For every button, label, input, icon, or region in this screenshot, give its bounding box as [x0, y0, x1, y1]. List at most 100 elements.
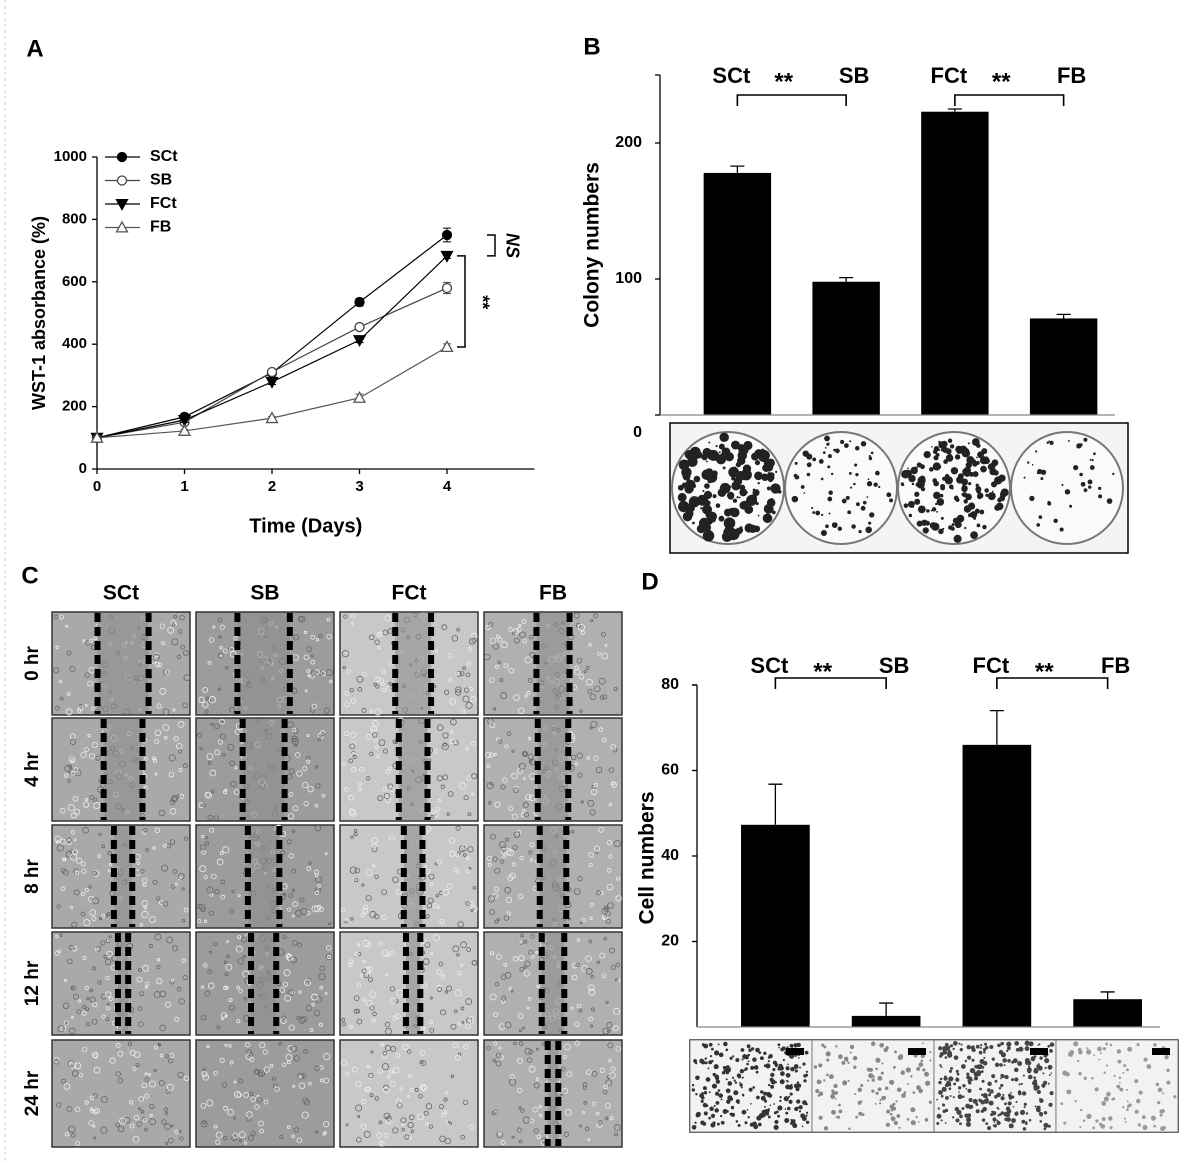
cell: [1014, 1041, 1019, 1046]
cell: [942, 1103, 944, 1105]
cell: [1084, 1077, 1087, 1080]
cell: [780, 1079, 785, 1084]
cell: [815, 1089, 819, 1093]
cell: [718, 1093, 723, 1098]
colony: [933, 481, 939, 487]
colony: [767, 486, 771, 490]
cell: [1025, 1046, 1030, 1051]
cell: [1136, 1099, 1141, 1104]
cell: [1027, 1069, 1031, 1073]
cell: [1045, 1067, 1047, 1069]
cell: [1137, 1043, 1140, 1046]
cell: [748, 1046, 750, 1048]
significance-bracket: [457, 256, 465, 347]
cell: [794, 1107, 798, 1111]
cell: [945, 1056, 948, 1059]
row-label: 8 hr: [22, 858, 43, 893]
cell: [835, 1116, 837, 1118]
colony: [976, 489, 981, 494]
cell: [924, 1072, 929, 1077]
cell: [974, 1076, 978, 1080]
cell: [720, 1115, 722, 1117]
cell: [996, 1121, 1000, 1125]
cell: [879, 1043, 884, 1048]
cell: [994, 1124, 997, 1127]
colony: [1037, 472, 1039, 474]
x-tick-label: 2: [268, 478, 276, 495]
colony: [694, 452, 698, 456]
colony: [1069, 505, 1072, 508]
colony: [976, 457, 978, 459]
colony: [909, 514, 912, 517]
cell: [1126, 1108, 1129, 1111]
x-tick-label: 1: [180, 478, 188, 495]
y-tick-label: 80: [661, 676, 679, 693]
cell: [860, 1100, 862, 1102]
cell: [1122, 1106, 1124, 1108]
row-label: 0 hr: [22, 645, 43, 680]
cell: [695, 1062, 697, 1064]
cell: [752, 1086, 755, 1089]
cell: [797, 1084, 801, 1088]
cell: [879, 1099, 881, 1101]
cell: [1040, 1114, 1043, 1117]
cell: [978, 1064, 983, 1069]
colony: [1060, 528, 1064, 532]
cell: [756, 1096, 760, 1100]
cell: [748, 1049, 751, 1052]
cell: [1102, 1117, 1106, 1121]
cell: [1000, 1074, 1004, 1078]
cell: [1048, 1065, 1053, 1070]
cell: [799, 1105, 803, 1109]
colony: [865, 527, 872, 534]
cell: [777, 1067, 781, 1071]
cell: [701, 1100, 704, 1103]
cell: [871, 1090, 874, 1093]
colony: [968, 442, 970, 444]
colony: [955, 454, 960, 459]
column-label: FCt: [392, 582, 427, 605]
cell: [896, 1114, 900, 1118]
colony: [711, 518, 716, 523]
y-axis-label: Colony numbers: [581, 162, 604, 328]
cell: [819, 1092, 823, 1096]
cell: [986, 1097, 988, 1099]
cell: [1009, 1123, 1014, 1128]
significance-label: **: [813, 658, 832, 685]
colony: [761, 449, 765, 453]
cell: [1021, 1083, 1023, 1085]
colony: [1065, 489, 1070, 494]
cell: [911, 1120, 916, 1125]
colony: [976, 443, 981, 448]
cell: [701, 1092, 704, 1095]
row-label: 4 hr: [22, 751, 43, 786]
cell: [991, 1074, 995, 1078]
cell: [1018, 1092, 1022, 1096]
y-tick-label: 800: [62, 210, 87, 227]
cell: [1037, 1090, 1041, 1094]
cell: [1134, 1079, 1138, 1083]
cell: [910, 1075, 912, 1077]
cell: [875, 1103, 877, 1105]
cell: [1004, 1064, 1006, 1066]
bar: [852, 1016, 921, 1027]
cell: [1036, 1064, 1040, 1068]
colony: [886, 492, 891, 497]
colony: [716, 503, 721, 508]
cell: [889, 1080, 894, 1085]
cell: [891, 1116, 896, 1121]
cell: [893, 1066, 896, 1069]
cell: [1160, 1114, 1163, 1117]
colony: [707, 450, 717, 460]
colony: [753, 489, 760, 496]
error-bar: [990, 711, 1004, 745]
cell: [1028, 1065, 1030, 1067]
wound-gap: [104, 719, 143, 820]
cell: [1014, 1068, 1019, 1073]
cell: [1018, 1084, 1020, 1086]
colony: [982, 525, 986, 529]
cell: [1008, 1101, 1012, 1105]
cell: [969, 1105, 973, 1109]
colony: [949, 454, 952, 457]
cell: [799, 1067, 801, 1069]
